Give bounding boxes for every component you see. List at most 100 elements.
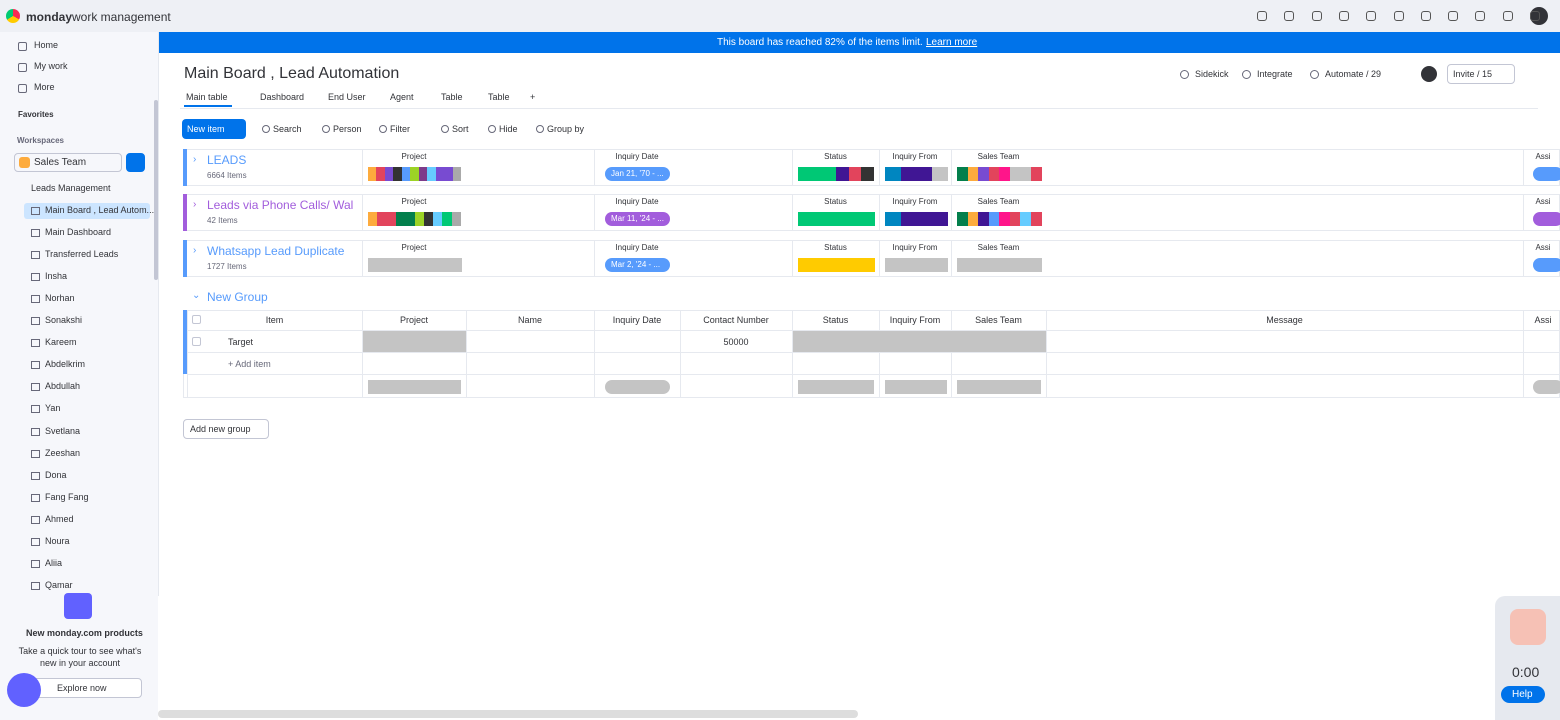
column-divider — [362, 194, 363, 231]
tab[interactable]: Agent — [390, 92, 414, 102]
summary-segment — [798, 258, 875, 272]
add-button[interactable] — [126, 153, 145, 172]
top-icon[interactable] — [1393, 11, 1404, 21]
board-link[interactable]: Abdullah — [45, 381, 81, 392]
group-name[interactable]: Whatsapp Lead Duplicate — [207, 244, 345, 258]
banner-link[interactable]: Learn more — [926, 37, 978, 48]
top-icon[interactable] — [1420, 11, 1431, 21]
top-icon[interactable] — [1366, 11, 1377, 21]
top-icon[interactable] — [1257, 11, 1267, 21]
invite[interactable]: Invite / 15 — [1453, 69, 1493, 79]
nav-item[interactable]: Home — [34, 40, 59, 50]
column-divider — [879, 194, 880, 231]
board-link[interactable]: Fang Fang — [45, 491, 89, 502]
action[interactable]: Integrate — [1257, 69, 1293, 79]
record-button[interactable] — [1510, 609, 1546, 645]
action[interactable]: Sidekick — [1195, 69, 1229, 79]
date-pill — [605, 212, 670, 226]
tab[interactable]: Table — [441, 92, 463, 102]
add-group[interactable]: Add new group — [190, 424, 251, 434]
tool[interactable]: Person — [333, 124, 362, 134]
tool[interactable]: Sort — [452, 124, 469, 134]
board-link[interactable]: Main Dashboard — [45, 227, 112, 238]
top-icon[interactable] — [1338, 11, 1349, 21]
top-icon[interactable] — [1284, 11, 1295, 21]
board-title: Main Board , Lead Automation — [184, 65, 400, 82]
summary-segment — [931, 167, 948, 181]
status-cell[interactable] — [793, 331, 1046, 352]
project-cell[interactable] — [363, 331, 466, 352]
board-icon — [31, 207, 40, 215]
column-divider — [879, 240, 880, 277]
board-link[interactable]: Aliia — [45, 557, 63, 568]
checkbox[interactable] — [192, 315, 201, 324]
group-name[interactable]: New Group — [207, 290, 268, 304]
tab-underline — [184, 105, 232, 107]
top-icon[interactable] — [1311, 11, 1322, 21]
summary-segment — [410, 167, 420, 181]
help[interactable]: Help — [1512, 689, 1533, 700]
board-link[interactable]: Main Board , Lead Autom... — [45, 205, 155, 215]
explore[interactable]: Explore now — [57, 683, 107, 693]
board-icon — [31, 515, 40, 524]
tab[interactable]: Dashboard — [260, 92, 305, 102]
board-link[interactable]: Dona — [45, 469, 67, 480]
workspace[interactable]: Sales Team — [34, 157, 87, 168]
nav-item[interactable]: More — [34, 82, 55, 92]
board-link[interactable]: Noura — [45, 535, 70, 546]
invite-button[interactable] — [1447, 64, 1515, 84]
board-link[interactable]: Ahmed — [45, 513, 74, 524]
group-toggle[interactable]: ⌄ — [192, 290, 201, 301]
group-name[interactable]: LEADS — [207, 153, 247, 167]
new-item-button[interactable] — [182, 119, 246, 139]
nav-item[interactable]: My work — [34, 61, 68, 71]
checkbox[interactable] — [192, 337, 201, 346]
tool[interactable]: Search — [273, 124, 302, 134]
summary-segment — [885, 212, 901, 226]
board-link[interactable]: Insha — [45, 271, 68, 282]
board-link[interactable]: Kareem — [45, 337, 77, 348]
board-link[interactable]: Sonakshi — [45, 315, 83, 326]
board-link[interactable]: Yan — [45, 403, 61, 414]
board-icon — [31, 383, 40, 392]
board-link[interactable]: Transferred Leads — [45, 249, 119, 260]
board-link[interactable]: Abdelkrim — [45, 359, 86, 370]
board-link[interactable]: Zeeshan — [45, 447, 81, 458]
tool[interactable]: Hide — [499, 124, 518, 134]
folder[interactable]: Leads Management — [31, 183, 111, 193]
contact-number[interactable]: 50000 — [723, 337, 749, 347]
tab[interactable]: + — [530, 92, 536, 102]
ai-button[interactable] — [7, 673, 41, 707]
tab[interactable]: End User — [328, 92, 366, 102]
group-toggle[interactable]: › — [193, 245, 197, 256]
column-header: Project — [401, 243, 427, 252]
top-icon[interactable] — [1475, 11, 1486, 21]
top-icon[interactable] — [1502, 11, 1513, 21]
tab[interactable]: Main table — [186, 92, 228, 102]
group-name[interactable]: Leads via Phone Calls/ Wal — [207, 198, 354, 212]
add-group-button[interactable] — [183, 419, 269, 439]
action[interactable]: Automate / 29 — [1325, 69, 1382, 79]
group-count: 42 Items — [207, 216, 238, 225]
tab[interactable]: Table — [488, 92, 510, 102]
top-bar — [0, 0, 1560, 32]
column-divider — [1523, 194, 1524, 231]
tool[interactable]: Group by — [547, 124, 585, 134]
tool[interactable]: Filter — [390, 124, 410, 134]
group-toggle[interactable]: › — [193, 154, 197, 165]
workspace-select[interactable] — [14, 153, 122, 172]
top-icon[interactable] — [1448, 11, 1459, 21]
board-link[interactable]: Qamar — [45, 579, 73, 590]
board-link[interactable]: Norhan — [45, 293, 75, 304]
board-link[interactable]: Svetlana — [45, 425, 81, 436]
help-button[interactable] — [1501, 686, 1545, 703]
summary-segment — [957, 167, 968, 181]
avatar[interactable] — [1421, 66, 1437, 82]
add-item[interactable]: + Add item — [228, 359, 271, 369]
favorites[interactable]: Favorites — [18, 110, 54, 119]
top-icon[interactable] — [1530, 11, 1540, 21]
group-toggle[interactable]: › — [193, 199, 197, 210]
item-name[interactable]: Target — [228, 337, 254, 347]
new-item[interactable]: New item — [187, 124, 225, 134]
summary-segment — [1020, 167, 1031, 181]
